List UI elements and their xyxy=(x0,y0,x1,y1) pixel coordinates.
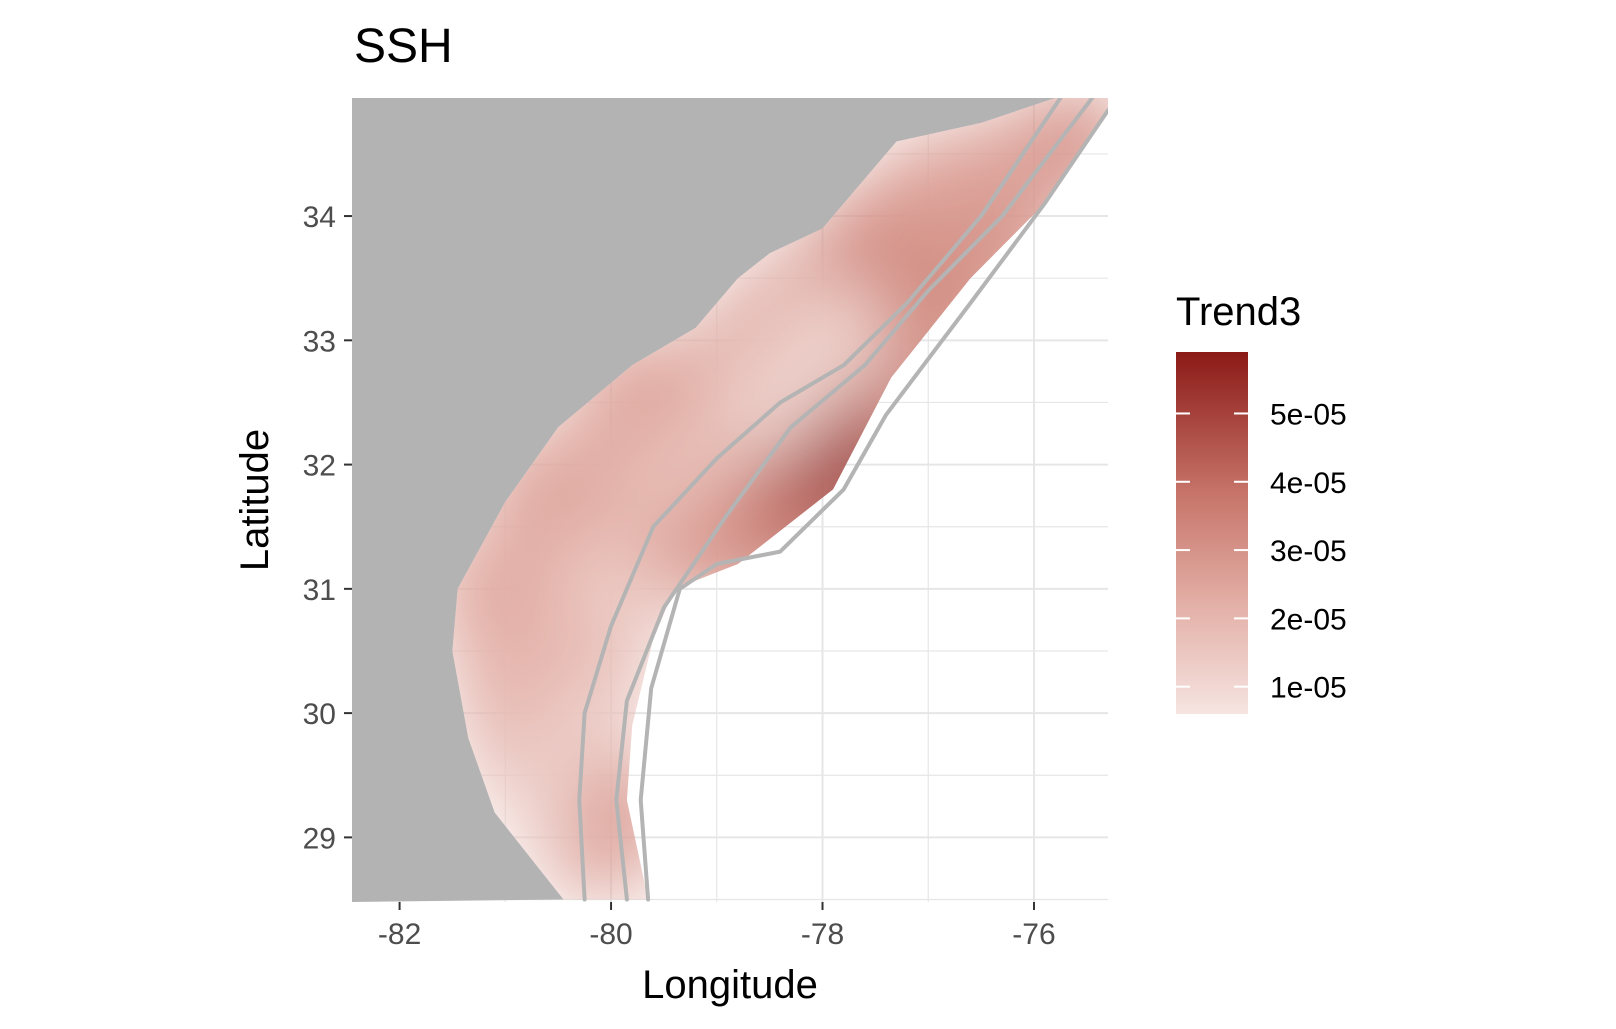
legend-break-label: 2e-05 xyxy=(1270,603,1347,636)
trend-field-point xyxy=(452,617,564,734)
plot-title: SSH xyxy=(354,20,453,73)
x-tick-label: -78 xyxy=(801,918,844,951)
x-tick-label: -76 xyxy=(1012,918,1055,951)
y-axis-title: Latitude xyxy=(233,429,277,571)
depth-contours xyxy=(577,98,1108,902)
y-tick-label: 33 xyxy=(303,325,336,358)
y-tick-label: 29 xyxy=(303,822,336,855)
trend-field-point xyxy=(923,120,1040,237)
land-mass xyxy=(352,98,1056,902)
x-tick-label: -80 xyxy=(589,918,632,951)
y-tick-label: 30 xyxy=(303,698,336,731)
x-tick-label: -82 xyxy=(378,918,421,951)
legend: Trend3 1e-05 2e-05 3e-05 4e-05 5e-05 xyxy=(1176,290,1347,714)
legend-break-label: 4e-05 xyxy=(1270,467,1347,500)
map-panel: -82 -80 -78 -76 29 30 31 32 33 34 xyxy=(303,98,1108,951)
legend-colorbar xyxy=(1176,352,1248,714)
y-tick-label: 31 xyxy=(303,574,336,607)
depth-contour-line xyxy=(614,98,1095,902)
depth-contour-line xyxy=(638,108,1108,902)
trend-field-point xyxy=(711,344,828,461)
x-axis-title: Longitude xyxy=(642,963,818,1007)
legend-break-label: 5e-05 xyxy=(1270,398,1347,431)
axis-ticks: -82 -80 -78 -76 29 30 31 32 33 34 xyxy=(303,201,1056,951)
depth-contour-line xyxy=(577,98,1063,902)
legend-title: Trend3 xyxy=(1176,290,1301,334)
trend-field-point xyxy=(806,195,923,312)
y-tick-label: 34 xyxy=(303,201,336,234)
legend-break-label: 3e-05 xyxy=(1270,535,1347,568)
legend-break-label: 1e-05 xyxy=(1270,672,1347,705)
y-tick-label: 32 xyxy=(303,450,336,483)
legend-breaks: 1e-05 2e-05 3e-05 4e-05 5e-05 xyxy=(1176,398,1347,705)
